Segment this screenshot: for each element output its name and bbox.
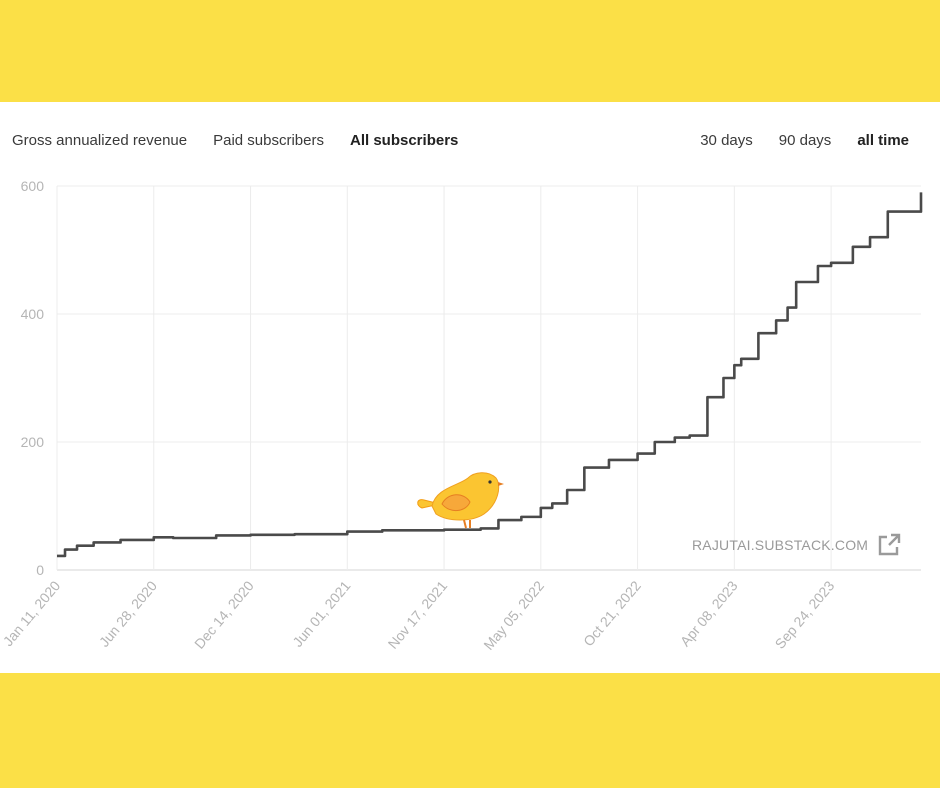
range-90-days[interactable]: 90 days: [778, 132, 832, 149]
y-tick-label: 200: [21, 434, 45, 450]
x-tick-label: Nov 17, 2021: [385, 577, 451, 651]
watermark: RAJUTAI.SUBSTACK.COM: [692, 532, 902, 558]
y-tick-label: 600: [21, 178, 45, 194]
tab-paid-subscribers[interactable]: Paid subscribers: [213, 132, 324, 149]
x-tick-label: Apr 08, 2023: [677, 577, 741, 649]
tab-gross-annualized-revenue[interactable]: Gross annualized revenue: [12, 132, 188, 149]
bird-icon: [417, 472, 504, 529]
x-tick-label: Jun 01, 2021: [289, 577, 353, 649]
y-tick-label: 0: [36, 562, 44, 578]
chart-panel: Gross annualized revenue Paid subscriber…: [0, 102, 940, 673]
range-30-days[interactable]: 30 days: [700, 132, 753, 149]
x-tick-label: May 05, 2022: [480, 577, 547, 652]
x-tick-label: Jun 28, 2020: [96, 577, 160, 649]
y-tick-label: 400: [21, 306, 45, 322]
subscribers-line-chart: 0 200 400 600 Jan 11, 2020 Jun 28, 2020 Dec 14…: [0, 178, 923, 653]
x-tick-label: Dec 14, 2020: [191, 577, 257, 651]
tab-all-subscribers[interactable]: All subscribers: [350, 132, 459, 149]
x-tick-label: Sep 24, 2023: [772, 577, 838, 651]
external-link-icon[interactable]: [876, 532, 902, 558]
time-range-selector: 30 days 90 days all time: [700, 132, 909, 149]
x-tick-label: Jan 11, 2020: [0, 577, 63, 649]
watermark-text: RAJUTAI.SUBSTACK.COM: [692, 537, 869, 553]
x-tick-label: Oct 21, 2022: [580, 577, 644, 649]
metric-tabs: Gross annualized revenue Paid subscriber…: [12, 132, 458, 149]
range-all-time[interactable]: all time: [857, 132, 909, 149]
